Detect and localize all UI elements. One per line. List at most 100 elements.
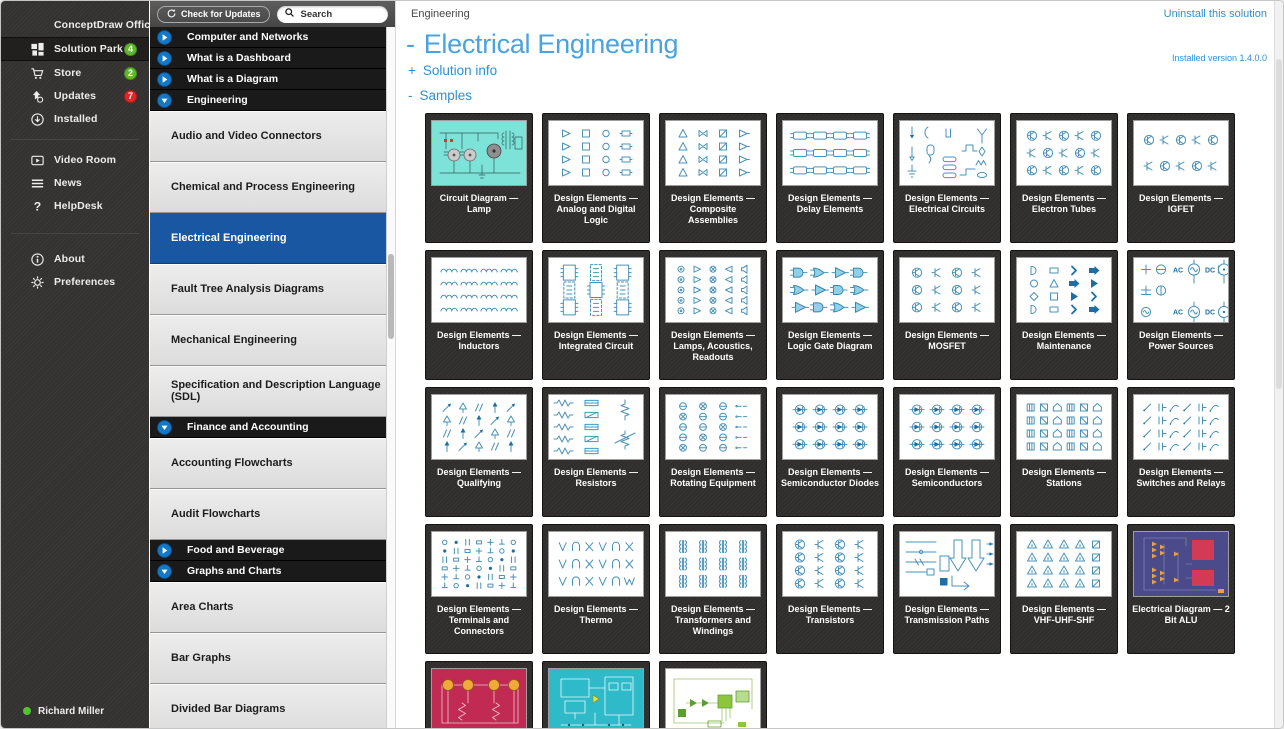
menu-item-area-charts[interactable]: Area Charts [150,582,387,633]
sample-card-circuit-diagram-lamp[interactable]: Circuit Diagram — Lamp [425,113,533,243]
scrollbar-thumb[interactable] [388,254,394,339]
sample-card-design-elements-igfet[interactable]: Design Elements — IGFET [1127,113,1235,243]
sample-card-design-elements-thermo[interactable]: Design Elements — Thermo [542,524,650,654]
sample-card-design-elements-analog-and-digital-logic[interactable]: Design Elements — Analog and Digital Log… [542,113,650,243]
menu-item-chemical-and-process-engineering[interactable]: Chemical and Process Engineering [150,162,387,213]
helpdesk-icon: ? [29,198,46,215]
sample-card-design-elements-inductors[interactable]: Design Elements — Inductors [425,250,533,380]
sample-card-design-elements-lamps-acoustics-readouts[interactable]: Design Elements — Lamps, Acoustics, Read… [659,250,767,380]
search-input[interactable] [298,7,381,21]
menu-item-specification-and-description-language-sdl[interactable]: Specification and Description Language (… [150,366,387,417]
sample-card-design-elements-delay-elements[interactable]: Design Elements — Delay Elements [776,113,884,243]
samples-label[interactable]: Samples [419,88,473,103]
sample-card-greenc[interactable] [659,661,767,728]
sample-card-design-elements-vhf-uhf-shf[interactable]: Design Elements — VHF-UHF-SHF [1010,524,1118,654]
sidebar-divider [11,139,139,140]
sidebar-item-solution-park[interactable]: Solution Park 4 [1,37,149,61]
menu-item-label: Electrical Engineering [171,232,287,244]
installed-icon [29,111,46,128]
uninstall-link[interactable]: Uninstall this solution [1163,8,1267,20]
sample-card-crimson[interactable] [425,661,533,728]
sample-card-design-elements-terminals-and-connectors[interactable]: Design Elements — Terminals and Connecto… [425,524,533,654]
expand-circle-icon [157,29,172,45]
menu-item-label: Divided Bar Diagrams [171,703,286,715]
sample-title: Design Elements — Maintenance [1021,330,1107,351]
app-logo[interactable]: ConceptDraw Office [1,14,156,36]
video-icon [29,152,46,169]
sample-card-design-elements-switches-and-relays[interactable]: Design Elements — Switches and Relays [1127,387,1235,517]
sample-thumbnail [1133,120,1229,186]
menu-item-bar-graphs[interactable]: Bar Graphs [150,633,387,684]
scrollbar-thumb[interactable] [1276,59,1282,389]
menu-section-food-and-beverage[interactable]: Food and Beverage [150,540,387,561]
menu-item-fault-tree-analysis-diagrams[interactable]: Fault Tree Analysis Diagrams [150,264,387,315]
expand-circle-icon [157,71,172,87]
sidebar-item-helpdesk[interactable]: ? HelpDesk [1,195,149,217]
sidebar-item-about[interactable]: About [1,248,149,270]
sample-card-design-elements-logic-gate-diagram[interactable]: Design Elements — Logic Gate Diagram [776,250,884,380]
sample-thumbnail [665,394,761,460]
user-account[interactable]: Richard Miller [1,700,149,722]
sample-card-design-elements-resistors[interactable]: Design Elements — Resistors [542,387,650,517]
sample-thumbnail [548,120,644,186]
sample-thumbnail [782,394,878,460]
sample-card-design-elements-semiconductor-diodes[interactable]: Design Elements — Semiconductor Diodes [776,387,884,517]
sidebar-item-installed[interactable]: Installed [1,108,149,130]
menu-section-label: Engineering [187,94,248,106]
menu-section-label: Food and Beverage [187,544,285,556]
sidebar-item-updates[interactable]: Updates 7 [1,85,149,107]
sample-card-electrical-diagram-2-bit-alu[interactable]: Electrical Diagram — 2 Bit ALU [1127,524,1235,654]
menu-item-divided-bar-diagrams[interactable]: Divided Bar Diagrams [150,684,387,728]
menu-section-what-is-a-diagram[interactable]: What is a Diagram [150,69,387,90]
menu-section-engineering[interactable]: Engineering [150,90,387,111]
sample-card-design-elements-transistors[interactable]: Design Elements — Transistors [776,524,884,654]
sidebar-item-news[interactable]: News [1,172,149,194]
svg-text:AC: AC [1173,268,1183,275]
sample-card-design-elements-transformers-and-windings[interactable]: Design Elements — Transformers and Windi… [659,524,767,654]
menu-item-label: Bar Graphs [171,652,231,664]
collapse-toggle[interactable]: - [406,29,415,59]
sample-card-design-elements-electron-tubes[interactable]: Design Elements — Electron Tubes [1010,113,1118,243]
menu-item-label: Mechanical Engineering [171,334,297,346]
sample-card-tealc[interactable] [542,661,650,728]
sample-card-design-elements-composite-assemblies[interactable]: Design Elements — Composite Assemblies [659,113,767,243]
sample-card-design-elements-semiconductors[interactable]: Design Elements — Semiconductors [893,387,1001,517]
sample-card-design-elements-electrical-circuits[interactable]: Design Elements — Electrical Circuits [893,113,1001,243]
sample-card-design-elements-integrated-circuit[interactable]: Design Elements — Integrated Circuit [542,250,650,380]
online-status-dot [23,707,31,715]
sample-thumbnail [548,394,644,460]
menu-item-audit-flowcharts[interactable]: Audit Flowcharts [150,489,387,540]
collapse-toggle[interactable]: - [408,88,413,103]
sample-card-design-elements-power-sources[interactable]: AC DC AC DC Design Elements — Power Sources [1127,250,1235,380]
sample-card-design-elements-stations[interactable]: Design Elements — Stations [1010,387,1118,517]
sidebar-item-store[interactable]: Store 2 [1,62,149,84]
menu-item-electrical-engineering[interactable]: Electrical Engineering [150,213,387,264]
menu-item-audio-and-video-connectors[interactable]: Audio and Video Connectors [150,111,387,162]
sample-title: Design Elements — Integrated Circuit [553,330,639,351]
expand-circle-icon [157,542,172,558]
sample-thumbnail [665,120,761,186]
updates-icon [29,88,46,105]
sample-card-design-elements-transmission-paths[interactable]: Design Elements — Transmission Paths [893,524,1001,654]
collapse-circle-icon [157,92,172,108]
sample-card-design-elements-rotating-equipment[interactable]: Design Elements — Rotating Equipment [659,387,767,517]
sidebar-item-preferences[interactable]: Preferences [1,271,149,293]
sample-card-design-elements-qualifying[interactable]: Design Elements — Qualifying [425,387,533,517]
expand-toggle[interactable]: + [408,63,416,78]
sample-thumbnail [548,531,644,597]
sample-card-design-elements-mosfet[interactable]: Design Elements — MOSFET [893,250,1001,380]
menu-item-mechanical-engineering[interactable]: Mechanical Engineering [150,315,387,366]
menu-section-what-is-a-dashboard[interactable]: What is a Dashboard [150,48,387,69]
menu-item-accounting-flowcharts[interactable]: Accounting Flowcharts [150,438,387,489]
menu-section-computer-and-networks[interactable]: Computer and Networks [150,27,387,48]
menu-section-finance-and-accounting[interactable]: Finance and Accounting [150,417,387,438]
sidebar-divider [11,233,139,234]
sidebar-item-video-room[interactable]: Video Room [1,149,149,171]
sample-card-design-elements-maintenance[interactable]: Design Elements — Maintenance [1010,250,1118,380]
sample-title: Design Elements — Thermo [553,604,639,625]
solution-info-label[interactable]: Solution info [422,63,498,78]
collapse-circle-icon [157,419,172,435]
sample-thumbnail [899,394,995,460]
menu-section-graphs-and-charts[interactable]: Graphs and Charts [150,561,387,582]
check-for-updates-button[interactable]: Check for Updates [157,5,270,23]
